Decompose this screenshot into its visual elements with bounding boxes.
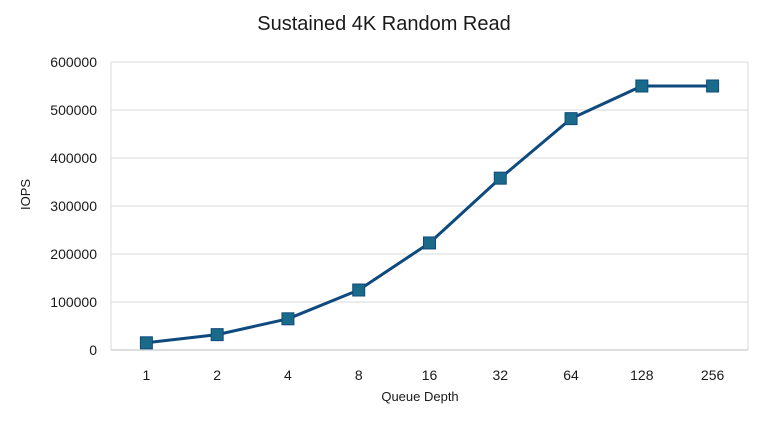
y-tick-label: 500000 [50, 102, 97, 118]
gridlines [110, 61, 749, 351]
data-point-marker [635, 79, 649, 93]
data-point-marker [493, 171, 507, 185]
data-point-marker [281, 312, 295, 326]
x-tick-label: 2 [213, 367, 221, 383]
data-point-marker [564, 112, 578, 126]
data-point-marker [706, 79, 720, 93]
x-tick-label: 32 [492, 367, 508, 383]
series-group [139, 79, 720, 350]
data-point-marker [139, 336, 153, 350]
x-tick-label: 4 [284, 367, 292, 383]
x-tick-label: 8 [355, 367, 363, 383]
data-point-marker [210, 328, 224, 342]
x-tick-label: 256 [701, 367, 725, 383]
x-axis-label: Queue Depth [381, 389, 459, 404]
series-line [146, 84, 713, 345]
y-tick-label: 100000 [50, 294, 97, 310]
y-tick-label: 600000 [50, 54, 97, 70]
data-point-marker [423, 236, 436, 250]
y-tick-label: 0 [89, 342, 97, 358]
x-tick-labels: 1 2 4 8 16 32 64 128 256 [142, 367, 724, 383]
x-tick-label: 1 [142, 367, 150, 383]
x-tick-label: 64 [563, 367, 579, 383]
data-point-marker [352, 283, 366, 297]
x-tick-label: 16 [422, 367, 438, 383]
chart-title: Sustained 4K Random Read [257, 13, 511, 35]
y-tick-labels: 0 100000 200000 300000 400000 500000 600000 [50, 54, 97, 358]
y-tick-label: 400000 [50, 150, 97, 166]
y-tick-label: 300000 [50, 198, 97, 214]
y-tick-label: 200000 [50, 246, 97, 262]
x-tick-label: 128 [630, 367, 654, 383]
